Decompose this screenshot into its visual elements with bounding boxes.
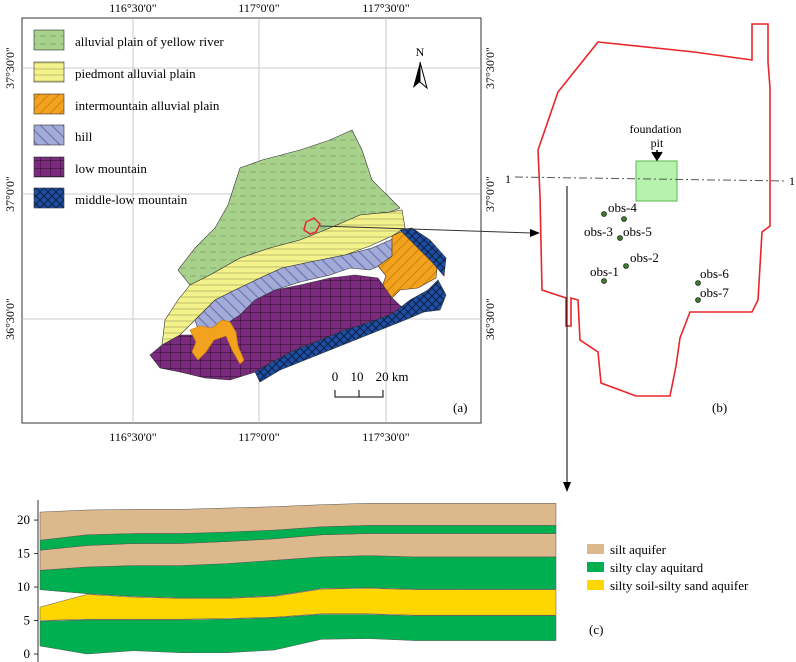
legend-swatch-silty-sand-aquifer [587, 580, 604, 590]
scale-label-0: 0 [332, 369, 339, 384]
bottom-tick-2: 117°0'0" [238, 430, 280, 444]
panel-label-a: (a) [453, 400, 467, 415]
foundation-label-line-1: foundation [630, 122, 682, 136]
legend-label-silty-sand-aquifer: silty soil-silty sand aquifer [610, 578, 749, 593]
map-legend: alluvial plain of yellow river piedmont … [33, 29, 224, 209]
right-tick-3: 36°30'0" [483, 298, 497, 340]
legend-label-silty-clay-aquitard: silty clay aquitard [610, 560, 704, 575]
layer-0-silty-soil-silty-sand-aquifer [39, 588, 557, 621]
well-obs-7 [695, 297, 701, 303]
legend-label-middle-low-mountain: middle-low mountain [75, 192, 188, 207]
legend-label-intermountain: intermountain alluvial plain [75, 98, 220, 113]
panel-b-site: foundation pit 1 1 obs-1 obs-2 obs-3 obs… [505, 23, 795, 415]
y-axis-ticks: 0 5 10 15 20 [17, 512, 38, 661]
right-tick-2: 37°0'0" [483, 176, 497, 212]
top-tick-3: 117°30'0" [362, 1, 410, 15]
well-label-obs-2: obs-2 [630, 250, 659, 265]
y-tick-label-15: 15 [17, 546, 30, 561]
top-tick-1: 116°30'0" [109, 1, 157, 15]
y-tick-label-5: 5 [24, 613, 31, 628]
panel-label-c: (c) [589, 622, 603, 637]
geology-map [149, 129, 447, 383]
well-label-obs-5: obs-5 [623, 224, 652, 239]
top-tick-2: 117°0'0" [238, 1, 280, 15]
foundation-pit-label: foundation pit [630, 122, 685, 150]
legend-label-hill: hill [75, 129, 93, 144]
legend-label-silt-aquifer: silt aquifer [610, 542, 667, 557]
well-obs-3 [617, 235, 623, 241]
chart-layers [39, 503, 557, 655]
panel-label-b: (b) [712, 400, 727, 415]
layer-1-silty-clay-aquitard [39, 614, 557, 655]
legend-swatch-silt-aquifer [587, 544, 604, 554]
layer-5-silt-aquifer [39, 503, 557, 541]
legend-label-alluvial: alluvial plain of yellow river [75, 34, 224, 49]
well-obs-2 [623, 263, 629, 269]
legend-swatch-intermountain [33, 93, 65, 115]
well-label-obs-3: obs-3 [584, 224, 613, 239]
left-tick-1: 37°30'0" [3, 47, 17, 89]
bottom-tick-3: 117°30'0" [362, 430, 410, 444]
legend-swatch-silty-clay-aquitard [587, 562, 604, 572]
well-label-obs-7: obs-7 [700, 285, 729, 300]
section-marker-left: 1 [505, 172, 511, 186]
y-tick-label-20: 20 [17, 512, 30, 527]
left-tick-2: 37°0'0" [3, 176, 17, 212]
north-arrow-icon: N [413, 45, 428, 90]
bottom-tick-1: 116°30'0" [109, 430, 157, 444]
section-line-1-1 [514, 176, 788, 182]
well-label-obs-4: obs-4 [608, 200, 637, 215]
region-intermountain-strip [189, 319, 245, 365]
legend-swatch-middle-low-mountain [33, 187, 65, 209]
legend-swatch-hill [33, 124, 65, 146]
right-tick-1: 37°30'0" [483, 47, 497, 89]
legend-swatch-low-mountain [33, 156, 65, 178]
well-label-obs-6: obs-6 [700, 266, 729, 281]
section-marker-right: 1 [789, 174, 795, 188]
well-obs-1 [601, 278, 607, 284]
left-tick-3: 36°30'0" [3, 298, 17, 340]
panel-a-map: 116°30'0" 117°0'0" 117°30'0" 116°30'0" 1… [3, 1, 497, 444]
foundation-arrow-icon [651, 150, 663, 162]
y-tick-label-0: 0 [24, 646, 31, 661]
well-obs-6 [695, 280, 701, 286]
foundation-label-line-2: pit [651, 136, 664, 150]
legend-label-low-mountain: low mountain [75, 161, 147, 176]
scale-label-10: 10 [351, 369, 364, 384]
panel-c-cross-section: 0 5 10 15 20 silt aquifer silty clay aquitar… [17, 500, 749, 662]
connector-arrow [319, 225, 540, 237]
y-tick-label-10: 10 [17, 579, 30, 594]
well-obs-5 [621, 216, 627, 222]
chart-legend: silt aquifer silty clay aquitard silty s… [587, 542, 749, 593]
section-arrow [563, 186, 571, 492]
scale-label-20km: 20 km [376, 369, 409, 384]
site-boundary [537, 23, 771, 397]
observation-wells: obs-1 obs-2 obs-3 obs-4 obs-5 obs-6 obs-… [584, 200, 729, 303]
region-middle-low-mountain [254, 279, 447, 383]
legend-label-piedmont: piedmont alluvial plain [75, 66, 196, 81]
well-label-obs-1: obs-1 [590, 264, 619, 279]
region-middle-low-mountain-east [399, 227, 447, 277]
north-label: N [416, 45, 425, 59]
well-obs-4 [601, 211, 607, 217]
legend-swatch-piedmont [33, 61, 65, 83]
foundation-pit [635, 160, 678, 202]
legend-swatch-alluvial [33, 29, 65, 51]
site-location [303, 217, 321, 235]
scale-bar: 0 10 20 km [332, 369, 409, 398]
